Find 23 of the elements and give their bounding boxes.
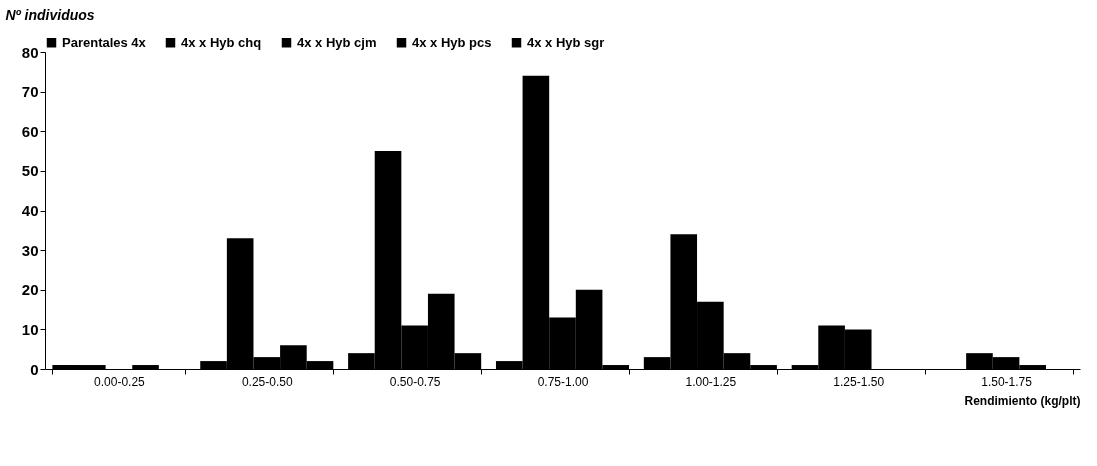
y-tick-label: 20: [21, 281, 39, 299]
y-tick-label: 40: [21, 202, 39, 219]
y-axis-title: Nº individuos: [5, 6, 95, 23]
legend-label: 4x x Hyb pcs: [412, 34, 492, 50]
legend-label: 4x x Hyb cjm: [297, 34, 377, 50]
y-tick-label: 50: [21, 162, 39, 180]
legend-label: 4x x Hyb sgr: [527, 34, 605, 50]
x-tick-label: 1.00-1.25: [685, 374, 737, 389]
y-tick-label: 80: [21, 43, 39, 61]
legend-label: 4x x Hyb chq: [181, 34, 262, 50]
y-tick-label: 0: [30, 360, 39, 378]
y-tick-label: 70: [21, 83, 39, 101]
x-tick-label: 0.25-0.50: [241, 374, 293, 389]
legend-label: Parentales 4x: [62, 34, 147, 50]
x-axis-title: Rendimiento (kg/plt): [964, 393, 1081, 408]
x-tick-label: 1.25-1.50: [833, 374, 885, 389]
x-tick-label: 0.75-1.00: [537, 374, 589, 389]
y-tick-label: 30: [21, 241, 39, 259]
x-tick-label: 0.00-0.25: [94, 374, 146, 389]
y-tick-label: 10: [21, 320, 39, 338]
x-tick-label: 1.50-1.75: [981, 374, 1033, 389]
x-tick-label: 0.50-0.75: [389, 374, 441, 389]
y-tick-label: 60: [21, 122, 39, 140]
